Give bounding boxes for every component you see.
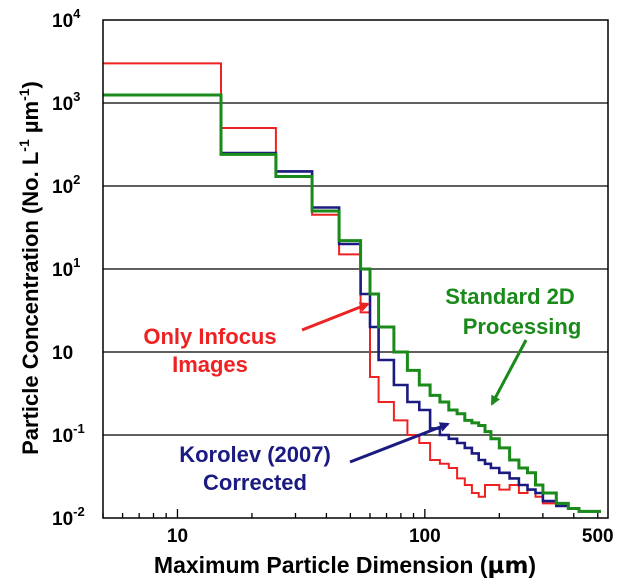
y-tick-label-1: 10-1 xyxy=(52,421,85,447)
x-tick-label-0: 10 xyxy=(167,526,188,547)
y-tick-label-5: 103 xyxy=(52,89,80,115)
y-axis-title-sup1: -1 xyxy=(16,139,32,152)
y-tick-label-2: 10 xyxy=(52,343,73,364)
annotation-infocus: Only Infocus Images xyxy=(143,302,370,377)
annotation-infocus-line2: Images xyxy=(172,352,248,377)
annotation-standard: Standard 2D Processing xyxy=(445,284,582,406)
annotation-infocus-arrow xyxy=(301,302,370,332)
annotation-infocus-line1: Only Infocus xyxy=(143,324,276,349)
x-tick-labels: 10 100 500 xyxy=(167,526,614,547)
series-layer xyxy=(103,62,601,513)
x-tick-label-2: 500 xyxy=(582,526,614,547)
x-axis-title: Maximum Particle Dimension (µm) xyxy=(154,552,536,578)
series-line-3 xyxy=(103,93,601,513)
y-tick-label-4: 102 xyxy=(52,172,80,198)
y-axis-title-close: ) xyxy=(18,81,43,88)
series-line-2 xyxy=(103,93,601,513)
x-tick-label-1: 100 xyxy=(409,526,441,547)
annotation-standard-line1: Standard 2D xyxy=(445,284,575,309)
annotation-standard-line2: Processing xyxy=(463,314,582,339)
annotation-korolev: Korolev (2007) Corrected xyxy=(179,422,450,495)
y-tick-label-3: 101 xyxy=(52,255,80,281)
x-axis-title-main: Maximum Particle Dimension ( xyxy=(154,552,488,578)
plot-border xyxy=(102,19,609,519)
y-tick-labels: 10-2 10-1 10 101 102 103 104 xyxy=(52,6,85,530)
y-axis-title-mid: µm xyxy=(18,101,43,139)
annotation-standard-arrow xyxy=(490,339,528,406)
y-tick-label-6: 104 xyxy=(52,6,81,32)
x-axis-title-unit: µm xyxy=(488,553,529,578)
y-axis-title-sup2: -1 xyxy=(16,88,32,101)
annotation-korolev-arrow xyxy=(349,422,450,464)
y-tick-label-0: 10-2 xyxy=(52,504,85,530)
x-axis-title-close: ) xyxy=(528,552,536,578)
y-axis-title: Particle Concentration (No. L-1 µm-1) xyxy=(16,81,43,455)
plot-frame xyxy=(102,19,609,519)
annotation-korolev-line1: Korolev (2007) xyxy=(179,442,331,467)
annotation-korolev-line2: Corrected xyxy=(203,470,307,495)
y-axis-title-main: Particle Concentration (No. L xyxy=(18,152,43,455)
grid-lines xyxy=(103,102,608,436)
